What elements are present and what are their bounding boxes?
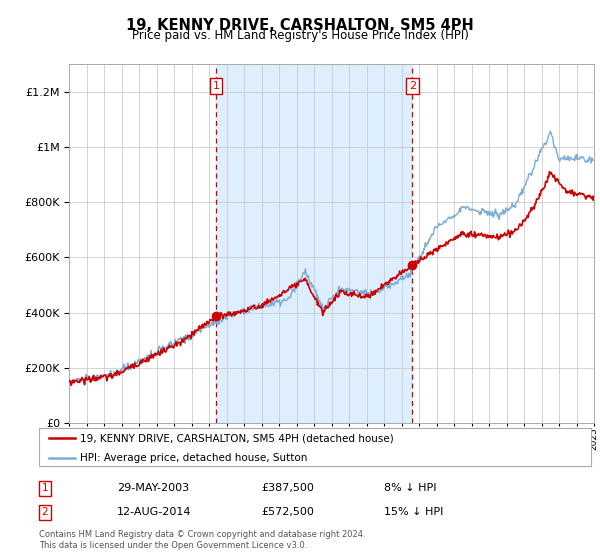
Text: 2: 2 bbox=[409, 81, 416, 91]
Text: 15% ↓ HPI: 15% ↓ HPI bbox=[384, 507, 443, 517]
Text: 29-MAY-2003: 29-MAY-2003 bbox=[117, 483, 189, 493]
Text: £572,500: £572,500 bbox=[261, 507, 314, 517]
Text: Contains HM Land Registry data © Crown copyright and database right 2024.: Contains HM Land Registry data © Crown c… bbox=[39, 530, 365, 539]
Text: Price paid vs. HM Land Registry's House Price Index (HPI): Price paid vs. HM Land Registry's House … bbox=[131, 29, 469, 42]
Text: 2: 2 bbox=[41, 507, 49, 517]
Text: 1: 1 bbox=[41, 483, 49, 493]
Text: This data is licensed under the Open Government Licence v3.0.: This data is licensed under the Open Gov… bbox=[39, 541, 307, 550]
Text: £387,500: £387,500 bbox=[261, 483, 314, 493]
Bar bbox=[216, 64, 412, 423]
Text: HPI: Average price, detached house, Sutton: HPI: Average price, detached house, Sutt… bbox=[80, 452, 308, 463]
Text: 1: 1 bbox=[212, 81, 220, 91]
Text: 12-AUG-2014: 12-AUG-2014 bbox=[117, 507, 191, 517]
Text: 8% ↓ HPI: 8% ↓ HPI bbox=[384, 483, 437, 493]
Text: 19, KENNY DRIVE, CARSHALTON, SM5 4PH: 19, KENNY DRIVE, CARSHALTON, SM5 4PH bbox=[126, 18, 474, 33]
Text: 19, KENNY DRIVE, CARSHALTON, SM5 4PH (detached house): 19, KENNY DRIVE, CARSHALTON, SM5 4PH (de… bbox=[80, 433, 394, 443]
